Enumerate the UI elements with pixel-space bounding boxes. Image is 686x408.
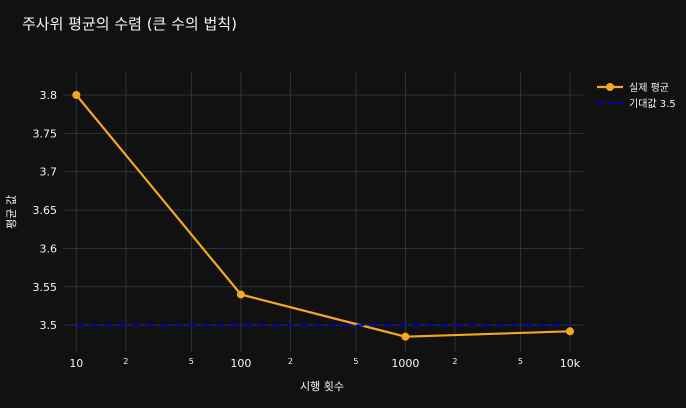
legend-item[interactable]: 기대값 3.5 (597, 98, 676, 110)
mean-data-point (236, 290, 245, 299)
x-tick-label: 2 (288, 357, 293, 366)
x-tick-label: 10k (560, 357, 581, 370)
y-tick-label: 3.65 (33, 204, 58, 217)
legend-label: 기대값 3.5 (629, 98, 676, 110)
y-tick-label: 3.8 (40, 89, 58, 102)
x-tick-label: 5 (353, 357, 358, 366)
y-tick-label: 3.55 (33, 281, 58, 294)
mean-data-point (565, 327, 574, 336)
mean-data-point (401, 332, 410, 341)
legend-swatch-marker (606, 83, 614, 91)
x-tick-label: 5 (189, 357, 194, 366)
y-tick-label: 3.75 (33, 127, 58, 140)
grid-layer (63, 72, 583, 352)
x-tick-label: 2 (123, 357, 128, 366)
x-tick-label: 5 (518, 357, 523, 366)
y-axis-title: 평균 값 (5, 195, 18, 229)
legend-item[interactable]: 실제 평균 (597, 82, 669, 94)
y-tick-label: 3.6 (40, 242, 58, 255)
legend-label: 실제 평균 (629, 82, 669, 94)
x-axis-title: 시행 횟수 (300, 380, 344, 393)
x-tick-label: 100 (230, 357, 251, 370)
mean-data-point (72, 91, 81, 100)
y-tick-label: 3.7 (40, 166, 58, 179)
x-tick-label: 2 (452, 357, 457, 366)
series-layer (72, 91, 574, 341)
x-tick-label: 10 (69, 357, 83, 370)
chart-title: 주사위 평균의 수렴 (큰 수의 법칙) (22, 15, 237, 33)
mean-series-line (75, 94, 571, 338)
x-tick-label: 1000 (391, 357, 419, 370)
y-tick-label: 3.5 (40, 319, 58, 332)
axis-layer: 10 2 5 100 2 5 1000 2 5 10k 3.5 3.55 3.6 3.65 3.7 3.75 3… (33, 89, 581, 370)
